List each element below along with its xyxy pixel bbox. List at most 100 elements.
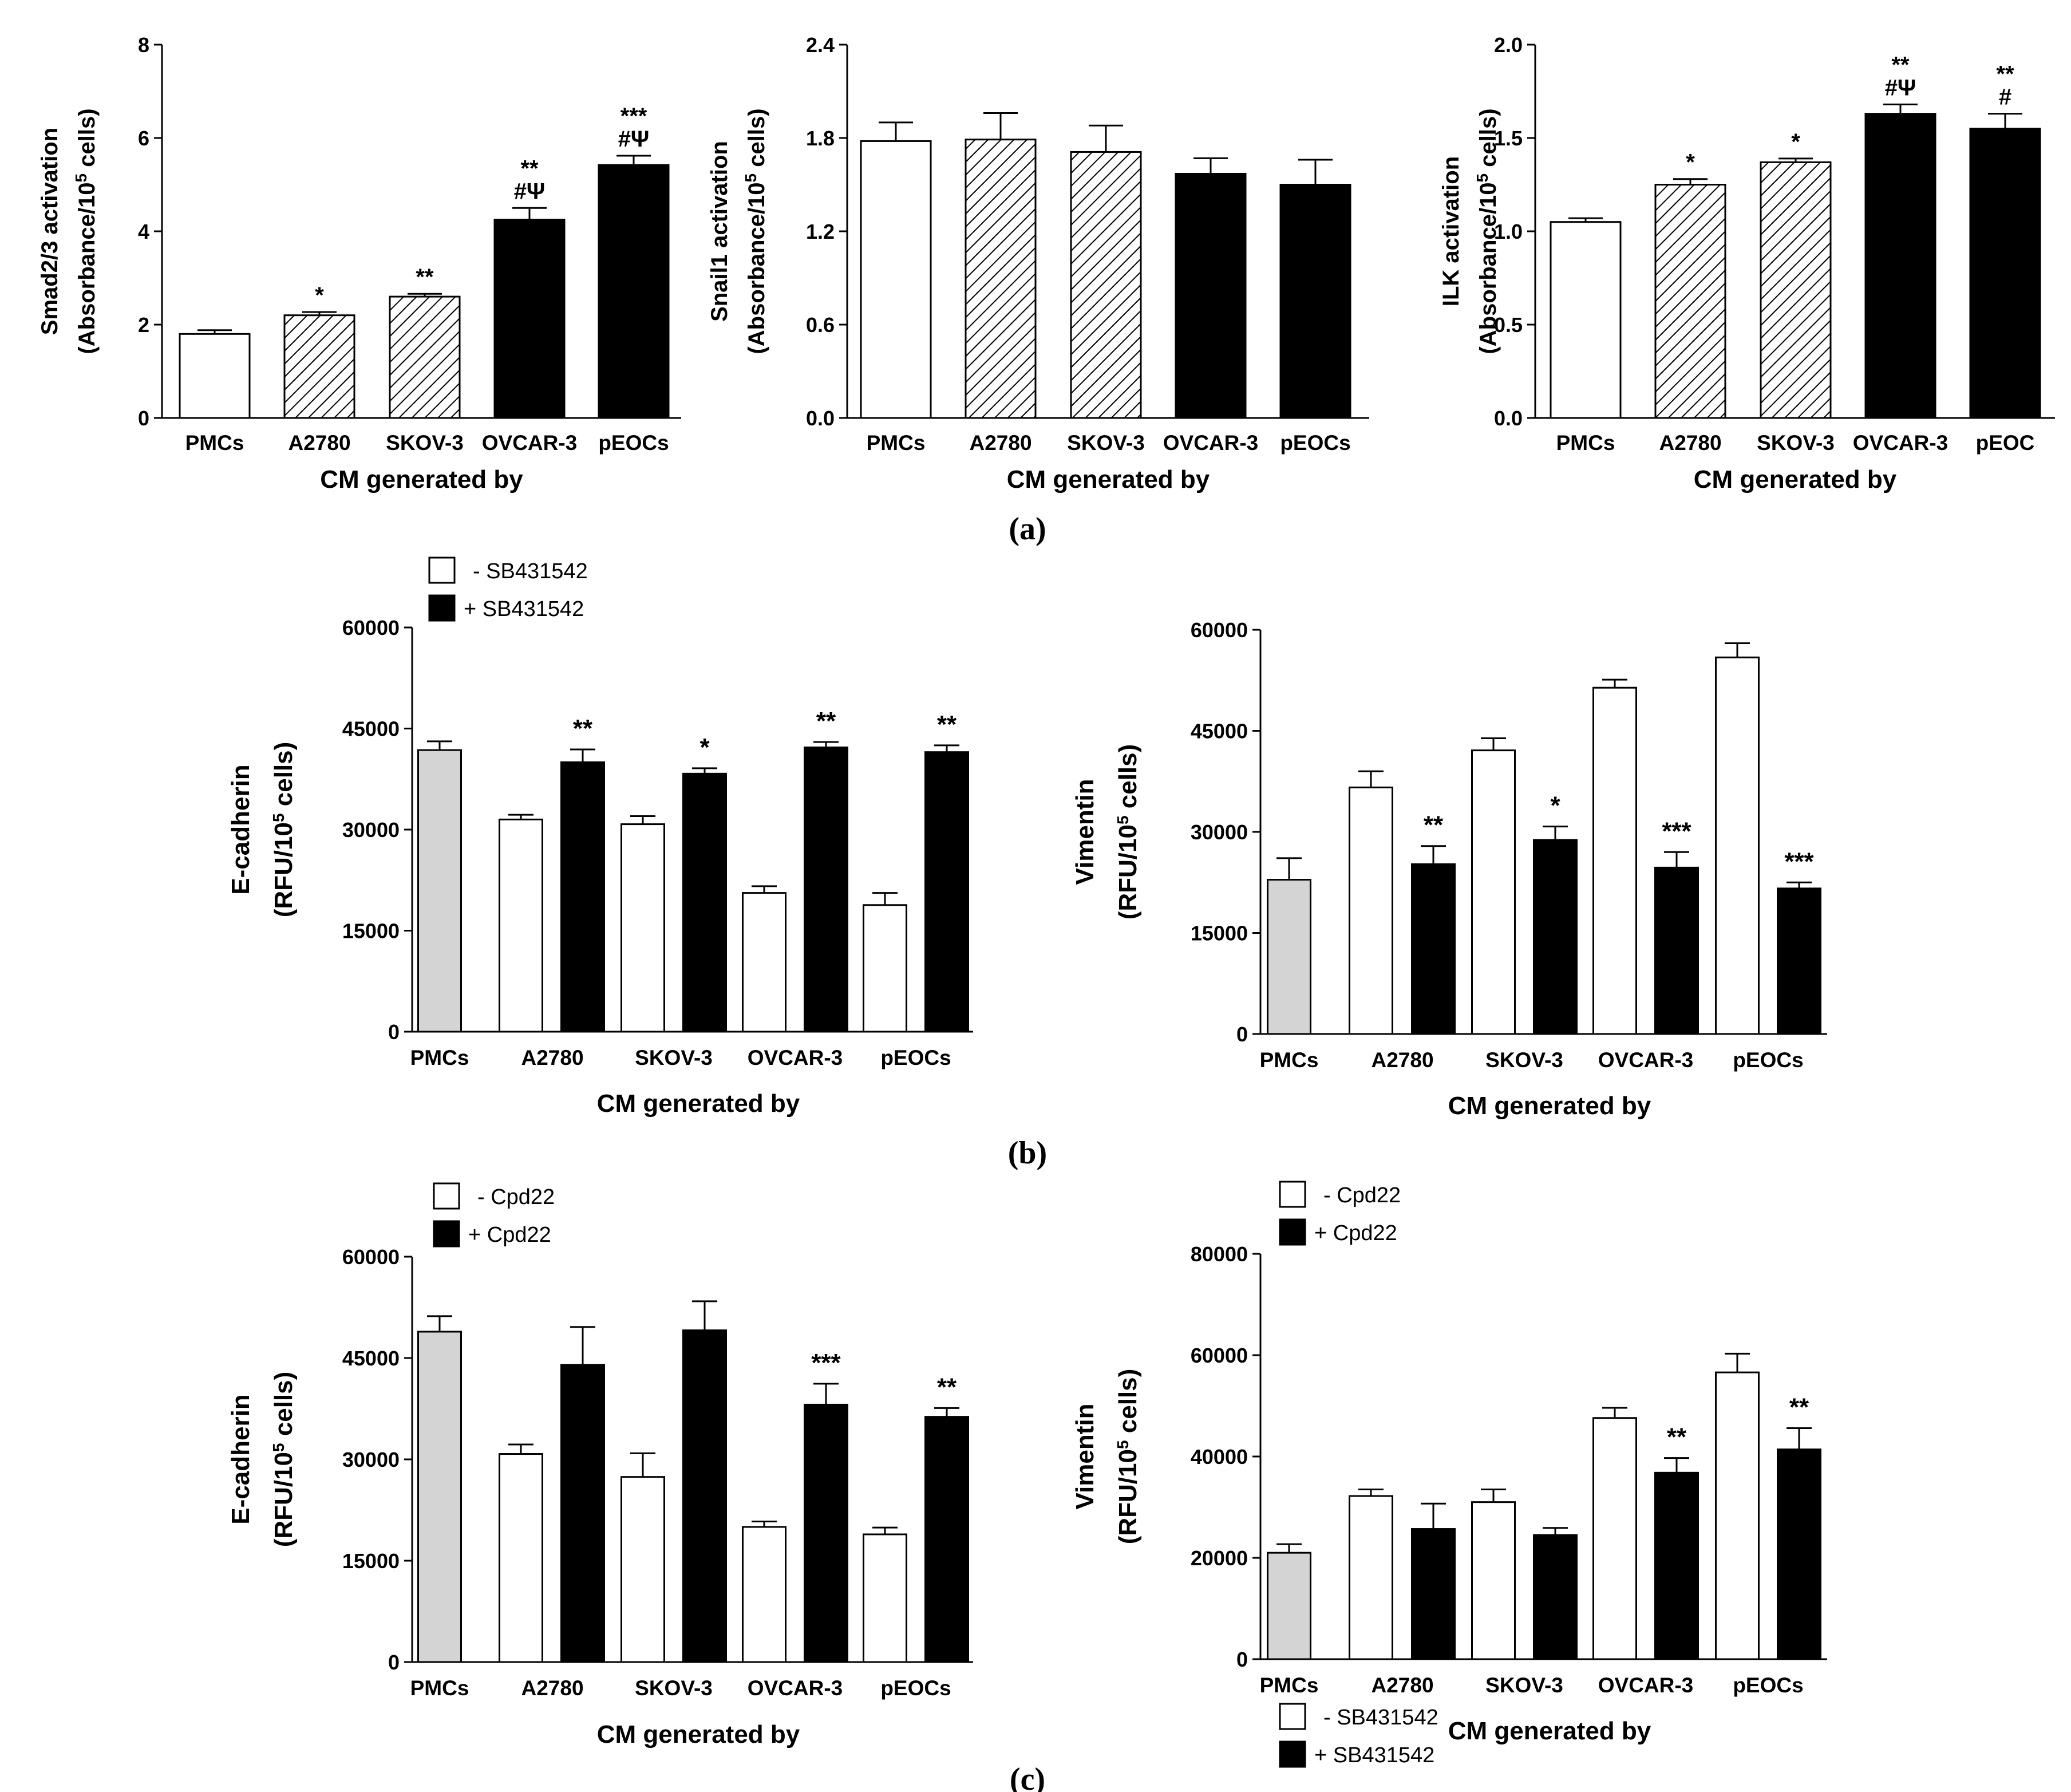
y-tick-label: 0 — [1236, 1023, 1248, 1046]
chart-2: 0.0 0.6 1.2 1.8 2.4 Snail1 activation (Absorba… — [707, 33, 1369, 494]
y-tick-label: 60000 — [342, 616, 400, 640]
legend-label-minus: - Cpd22 — [477, 1185, 555, 1209]
y-tick-label: 1.2 — [806, 220, 835, 243]
bar-SKOV-3 — [389, 295, 461, 419]
y-axis-label-line-2: (RFU/105 cells) — [270, 742, 298, 918]
y-tick-label: 2.4 — [806, 33, 835, 57]
bar-minus-OVCAR-3 — [1592, 686, 1637, 1035]
bar-minus-SKOV-3 — [1471, 1501, 1516, 1660]
bar-minus-OVCAR-3 — [1592, 1417, 1637, 1660]
category-label: OVCAR-3 — [748, 1676, 843, 1700]
legend-label-plus: + Cpd22 — [468, 1223, 551, 1247]
significance-label: ** — [573, 715, 593, 743]
y-tick-label: 60000 — [1191, 618, 1248, 642]
panel-label-c: (c) — [1010, 1762, 1045, 1792]
legend-swatch-minus — [433, 1182, 460, 1210]
y-tick-label: 8 — [138, 33, 149, 57]
bar-minus-OVCAR-3 — [742, 1526, 786, 1663]
bar-minus-SKOV-3 — [1471, 749, 1516, 1035]
significance-label: ** — [816, 707, 836, 735]
category-label: OVCAR-3 — [482, 431, 578, 455]
bar-plus-pEOCs — [1777, 887, 1821, 1035]
significance-label: *** — [811, 1349, 841, 1377]
category-label: pEOC — [1976, 431, 2035, 455]
significance-label: #Ψ — [618, 127, 650, 152]
bar-minus-SKOV-3 — [620, 1476, 665, 1663]
chart-1: 0 2 4 6 8 Smad2/3 activation (Absorbance/105 c… — [37, 33, 681, 494]
legend: - Cpd22 + Cpd22 — [433, 1182, 555, 1248]
bar-plus-A2780 — [560, 1364, 605, 1663]
y-tick-label: 15000 — [342, 1549, 400, 1573]
bar-A2780 — [965, 139, 1037, 419]
significance-label: ** — [416, 265, 434, 290]
category-label: PMCs — [867, 431, 926, 455]
bar-A2780 — [1654, 184, 1726, 419]
y-axis-label-line-1: Smad2/3 activation — [37, 128, 62, 335]
y-tick-label: 30000 — [1191, 820, 1248, 844]
y-axis-label-line-2: (Absorbance/105 cells) — [72, 108, 100, 354]
significance-label: * — [1686, 150, 1695, 175]
y-tick-label: 6 — [138, 127, 149, 150]
category-label: A2780 — [1371, 1048, 1433, 1072]
bar-control-PMCs — [417, 749, 462, 1033]
y-tick-label: 0.5 — [1494, 313, 1523, 337]
y-tick-label: 30000 — [342, 818, 400, 842]
bar-minus-A2780 — [499, 818, 543, 1033]
y-tick-label: 1.5 — [1494, 127, 1523, 150]
x-axis-title: CM generated by — [1448, 1092, 1651, 1120]
legend-label-minus: - SB431542 — [1323, 1706, 1438, 1730]
bar-minus-pEOCs — [863, 904, 907, 1033]
category-label: SKOV-3 — [1485, 1048, 1563, 1072]
category-label: PMCs — [185, 431, 244, 455]
bar-plus-SKOV-3 — [682, 772, 727, 1033]
chart-6: 0 15000 30000 45000 60000 E-cadherin (RFU/105 … — [227, 1182, 973, 1748]
y-axis-label-line-2: (Absorbance/105 cells) — [742, 108, 769, 354]
category-label: A2780 — [521, 1676, 583, 1700]
bar-plus-SKOV-3 — [1533, 839, 1578, 1035]
legend-swatch-minus — [1279, 1703, 1306, 1730]
y-axis-label-line-2: (RFU/105 cells) — [270, 1372, 298, 1548]
category-label: A2780 — [521, 1046, 583, 1069]
significance-label: ** — [520, 156, 539, 181]
bar-plus-OVCAR-3 — [804, 1403, 848, 1663]
bar-plus-A2780 — [1411, 863, 1456, 1035]
legend-label-minus: - SB431542 — [473, 559, 588, 583]
bar-SKOV-3 — [1070, 151, 1142, 419]
legend-label-minus: - Cpd22 — [1323, 1183, 1401, 1207]
significance-label: ** — [1996, 62, 2014, 87]
legend-swatch-plus — [1279, 1218, 1306, 1246]
bar-pEOC — [1969, 128, 2041, 419]
chart-7: 0 20000 40000 60000 80000 Vimentin (RFU/105 ce… — [1071, 1181, 1827, 1745]
bar-OVCAR-3 — [493, 219, 566, 419]
category-label: pEOCs — [1280, 431, 1350, 455]
y-axis-label-line-1: E-cadherin — [227, 764, 255, 894]
significance-label: * — [1791, 129, 1800, 155]
y-tick-label: 0.0 — [1494, 406, 1523, 430]
bar-minus-OVCAR-3 — [742, 892, 786, 1033]
bar-PMCs — [179, 333, 251, 419]
bar-OVCAR-3 — [1864, 113, 1936, 419]
bar-plus-OVCAR-3 — [804, 746, 848, 1033]
legend-label-plus: + Cpd22 — [1314, 1221, 1397, 1245]
legend: - Cpd22 + Cpd22 — [1279, 1181, 1401, 1246]
category-label: SKOV-3 — [1485, 1673, 1563, 1697]
panel-label-a: (a) — [1009, 511, 1046, 547]
bar-plus-OVCAR-3 — [1654, 1471, 1699, 1660]
category-label: pEOCs — [880, 1046, 951, 1069]
category-label: PMCs — [1260, 1673, 1319, 1697]
y-axis-label-line-1: ILK activation — [1438, 156, 1464, 306]
significance-label: # — [1999, 85, 2011, 110]
category-label: OVCAR-3 — [1598, 1048, 1694, 1072]
bar-plus-pEOCs — [924, 751, 969, 1033]
y-tick-label: 20000 — [1191, 1546, 1248, 1570]
significance-label: #Ψ — [1885, 75, 1916, 100]
category-label: A2780 — [288, 431, 350, 455]
significance-label: #Ψ — [514, 179, 546, 204]
bar-minus-pEOCs — [1715, 656, 1760, 1035]
bar-plus-OVCAR-3 — [1654, 866, 1699, 1035]
y-tick-label: 45000 — [342, 1347, 400, 1370]
y-axis-label-line-1: Snail1 activation — [707, 141, 732, 322]
x-axis-title: CM generated by — [1007, 465, 1210, 494]
y-tick-label: 0 — [388, 1651, 400, 1674]
